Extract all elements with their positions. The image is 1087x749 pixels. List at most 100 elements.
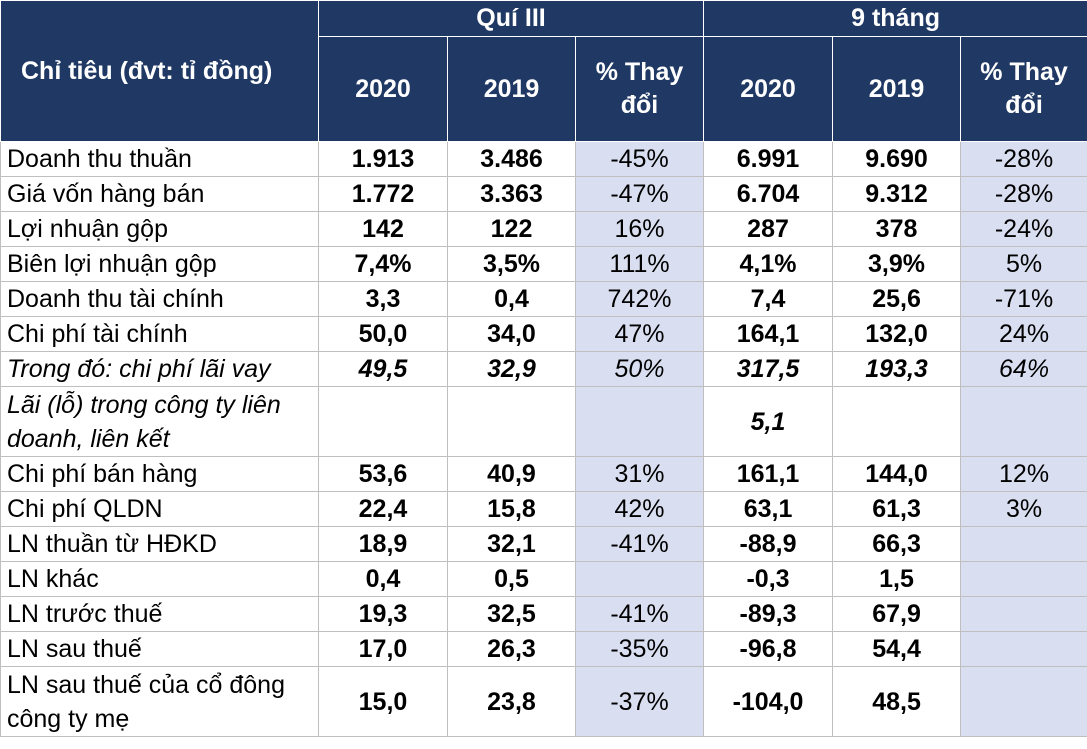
cell-9m-2019: 54,4 xyxy=(832,631,962,667)
cell-q3-2020: 50,0 xyxy=(318,316,448,352)
cell-9m-change: 64% xyxy=(960,351,1087,387)
cell-9m-2019: 1,5 xyxy=(832,561,962,597)
cell-q3-2019: 26,3 xyxy=(447,631,576,667)
cell-9m-change: -71% xyxy=(960,281,1087,317)
cell-q3-2019: 3.486 xyxy=(447,141,576,177)
cell-q3-change: 31% xyxy=(574,456,705,492)
cell-9m-2020: 317,5 xyxy=(703,351,834,387)
header-q3-2019: 2019 xyxy=(447,36,576,142)
cell-q3-2019: 40,9 xyxy=(447,456,576,492)
cell-q3-change: 16% xyxy=(574,211,705,247)
cell-9m-2020: 287 xyxy=(703,211,834,247)
cell-9m-2019: 378 xyxy=(832,211,962,247)
table-row: LN khác 0,4 0,5 -0,3 1,5 xyxy=(0,561,1087,597)
cell-9m-2020: -104,0 xyxy=(703,666,834,737)
cell-q3-2019: 3,5% xyxy=(447,246,576,282)
table-row: Doanh thu tài chính 3,3 0,4 742% 7,4 25,6 -71% xyxy=(0,281,1087,317)
cell-q3-2019: 3.363 xyxy=(447,176,576,212)
cell-9m-2020: 161,1 xyxy=(703,456,834,492)
cell-q3-change: -45% xyxy=(574,141,705,177)
cell-9m-2019: 3,9% xyxy=(832,246,962,282)
cell-q3-2019: 32,9 xyxy=(447,351,576,387)
cell-q3-change: -47% xyxy=(574,176,705,212)
cell-9m-change xyxy=(960,631,1087,667)
cell-9m-change: -28% xyxy=(960,141,1087,177)
row-label: LN thuần từ HĐKD xyxy=(0,526,319,562)
table-row: LN thuần từ HĐKD 18,9 32,1 -41% -88,9 66,3 xyxy=(0,526,1087,562)
cell-9m-change xyxy=(960,596,1087,632)
cell-9m-change: 3% xyxy=(960,491,1087,527)
cell-9m-2019: 193,3 xyxy=(832,351,962,387)
cell-9m-change: 12% xyxy=(960,456,1087,492)
row-label: LN sau thuế của cổ đông công ty mẹ xyxy=(0,666,319,737)
header-group-q3: Quí III xyxy=(317,0,705,37)
cell-q3-2019: 15,8 xyxy=(447,491,576,527)
cell-q3-change: 50% xyxy=(574,351,705,387)
cell-9m-change: 24% xyxy=(960,316,1087,352)
cell-q3-2019: 34,0 xyxy=(447,316,576,352)
cell-q3-2020: 22,4 xyxy=(318,491,448,527)
row-label: Chi phí tài chính xyxy=(0,316,319,352)
cell-q3-change: -37% xyxy=(574,666,705,737)
row-label: Trong đó: chi phí lãi vay xyxy=(0,351,319,387)
cell-q3-2020: 0,4 xyxy=(318,561,448,597)
cell-9m-change xyxy=(960,386,1087,457)
row-label: Lãi (lỗ) trong công ty liên doanh, liên … xyxy=(0,386,319,457)
cell-q3-2019: 0,4 xyxy=(447,281,576,317)
cell-q3-change: -35% xyxy=(574,631,705,667)
row-label: Chi phí QLDN xyxy=(0,491,319,527)
cell-9m-2019: 132,0 xyxy=(832,316,962,352)
cell-9m-2019: 144,0 xyxy=(832,456,962,492)
row-label: Doanh thu thuần xyxy=(0,141,319,177)
cell-q3-2020: 15,0 xyxy=(318,666,448,737)
cell-9m-change: -24% xyxy=(960,211,1087,247)
row-label: Biên lợi nhuận gộp xyxy=(0,246,319,282)
cell-q3-change: -41% xyxy=(574,596,705,632)
cell-q3-2020: 19,3 xyxy=(318,596,448,632)
cell-q3-2020: 17,0 xyxy=(318,631,448,667)
cell-9m-2019 xyxy=(832,386,962,457)
cell-9m-2019: 66,3 xyxy=(832,526,962,562)
header-q3-change: % Thay đổi xyxy=(574,36,705,142)
cell-9m-2020: 6.704 xyxy=(703,176,834,212)
cell-q3-2020: 3,3 xyxy=(318,281,448,317)
header-q3-2020: 2020 xyxy=(318,36,448,142)
cell-q3-2019: 32,1 xyxy=(447,526,576,562)
cell-q3-2020: 53,6 xyxy=(318,456,448,492)
cell-q3-2020: 18,9 xyxy=(318,526,448,562)
table-row: Chi phí QLDN 22,4 15,8 42% 63,1 61,3 3% xyxy=(0,491,1087,527)
cell-9m-2020: 63,1 xyxy=(703,491,834,527)
cell-9m-change: 5% xyxy=(960,246,1087,282)
row-label: Lợi nhuận gộp xyxy=(0,211,319,247)
cell-9m-2020: 4,1% xyxy=(703,246,834,282)
cell-9m-change: -28% xyxy=(960,176,1087,212)
table-row: Lãi (lỗ) trong công ty liên doanh, liên … xyxy=(0,386,1087,457)
cell-9m-2020: 6.991 xyxy=(703,141,834,177)
cell-q3-change: -41% xyxy=(574,526,705,562)
table-row: LN sau thuế 17,0 26,3 -35% -96,8 54,4 xyxy=(0,631,1087,667)
cell-9m-change xyxy=(960,561,1087,597)
cell-q3-change: 111% xyxy=(574,246,705,282)
cell-q3-change xyxy=(574,561,705,597)
table-row: Giá vốn hàng bán 1.772 3.363 -47% 6.704 9.312… xyxy=(0,176,1087,212)
header-9m-2020: 2020 xyxy=(703,36,834,142)
cell-9m-2020: -0,3 xyxy=(703,561,834,597)
cell-q3-2020: 142 xyxy=(318,211,448,247)
cell-q3-2019: 122 xyxy=(447,211,576,247)
row-label: Chi phí bán hàng xyxy=(0,456,319,492)
table-row: Biên lợi nhuận gộp 7,4% 3,5% 111% 4,1% 3,9% 5% xyxy=(0,246,1087,282)
cell-q3-change: 42% xyxy=(574,491,705,527)
cell-9m-2019: 9.312 xyxy=(832,176,962,212)
table-row: LN trước thuế 19,3 32,5 -41% -89,3 67,9 xyxy=(0,596,1087,632)
row-label: Giá vốn hàng bán xyxy=(0,176,319,212)
cell-9m-2020: -96,8 xyxy=(703,631,834,667)
table-row: LN sau thuế của cổ đông công ty mẹ 15,0 23… xyxy=(0,666,1087,737)
cell-9m-2019: 67,9 xyxy=(832,596,962,632)
row-label: LN khác xyxy=(0,561,319,597)
cell-9m-2020: 5,1 xyxy=(703,386,834,457)
cell-q3-2020 xyxy=(318,386,448,457)
cell-q3-2020: 1.772 xyxy=(318,176,448,212)
table-header: Chỉ tiêu (đvt: tỉ đồng) Quí III 9 tháng … xyxy=(0,0,1087,142)
cell-9m-change xyxy=(960,666,1087,737)
